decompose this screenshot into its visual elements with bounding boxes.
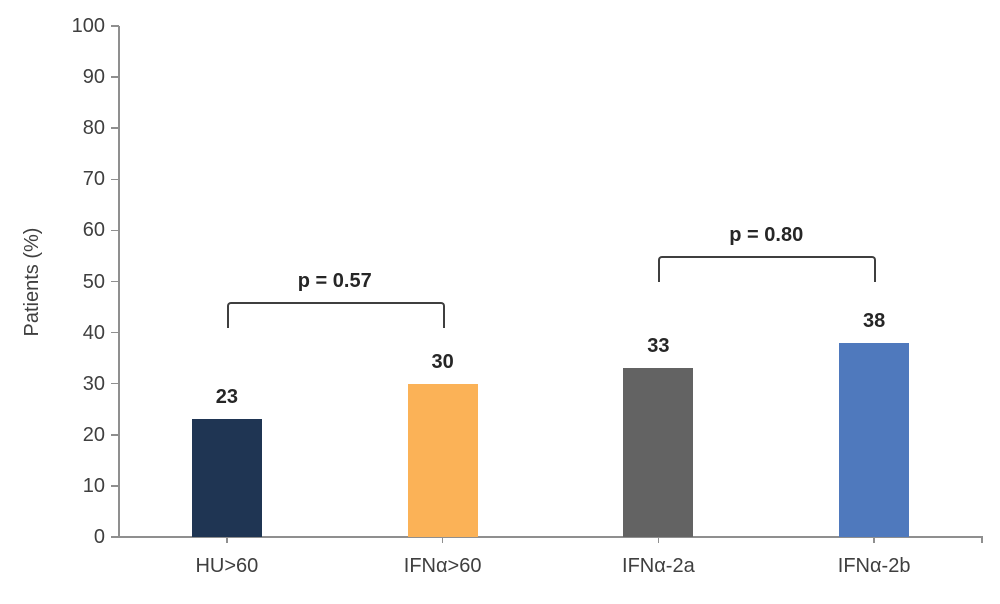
y-tick [111,178,119,181]
y-tick [111,485,119,487]
bar-value-label: 38 [863,309,886,332]
y-tick [111,229,119,232]
y-tick-label: 10 [82,474,105,497]
x-axis-label: HU>60 [195,555,259,577]
significance-bracket [658,255,877,282]
y-tick-label: 60 [82,219,105,242]
bar-value-label: 23 [215,386,238,409]
significance-bracket [226,301,445,328]
y-tick [111,25,119,27]
p-value-label: p = 0.57 [297,269,372,292]
p-value-label: p = 0.80 [729,223,804,246]
y-tick-label: 50 [82,270,105,293]
y-tick [111,382,119,385]
bar [839,342,910,537]
y-tick [111,434,119,436]
y-tick-label: 20 [82,423,105,446]
y-tick [111,127,119,129]
x-axis-label: IFNα-2a [622,555,695,577]
y-tick-label: 40 [82,321,105,344]
x-axis-line [111,536,983,538]
bar-value-label: 30 [431,350,454,373]
x-tick [657,538,660,543]
y-tick-label: 30 [82,372,105,395]
y-tick [111,536,119,538]
bar [191,419,262,537]
y-tick [111,331,119,334]
x-tick [873,538,875,543]
y-tick-label: 80 [82,117,105,140]
y-tick-label: 0 [93,526,105,548]
y-tick [111,280,119,283]
y-tick-label: 90 [82,66,105,89]
x-axis-label: IFNα>60 [403,555,482,577]
y-tick [111,76,119,78]
bar [407,383,478,537]
x-axis-label: IFNα-2b [837,555,911,577]
x-tick [441,538,444,543]
y-axis-title: Patients (%) [21,227,43,337]
y-tick-label: 70 [82,168,105,191]
bar-value-label: 33 [647,335,670,358]
x-axis-end-tick [981,538,983,543]
x-tick [226,538,228,543]
y-tick-label: 100 [71,15,105,37]
bar [623,368,694,537]
